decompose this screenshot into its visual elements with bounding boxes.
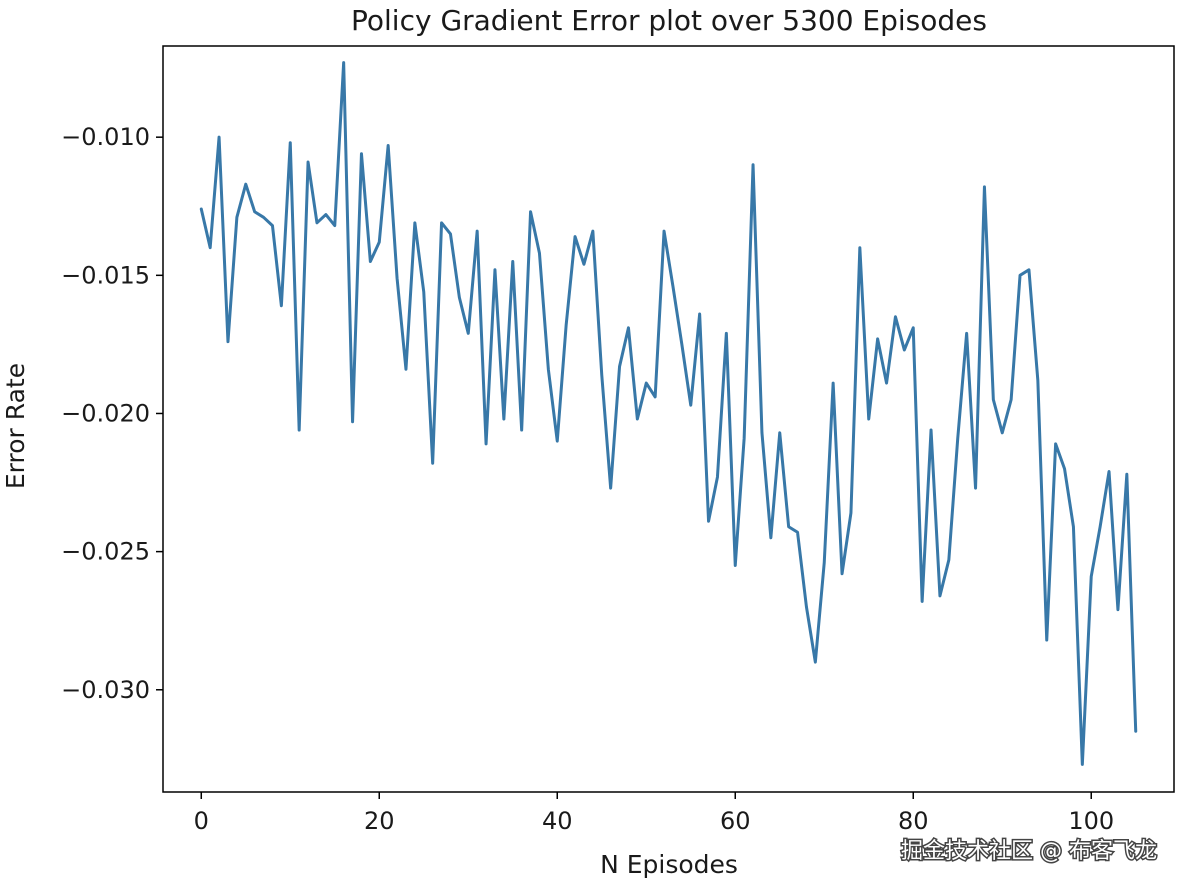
x-tick-label: 20 [364, 807, 395, 835]
y-axis: −0.030 −0.025 −0.020 −0.015 −0.010 [61, 123, 163, 704]
plot-area [162, 45, 1175, 793]
x-tick-label: 60 [720, 807, 751, 835]
x-tick-label: 40 [542, 807, 573, 835]
y-tick-label: −0.025 [61, 538, 150, 566]
watermark: 掘金技术社区 @ 布客飞龙 [901, 839, 1157, 864]
chart-title: Policy Gradient Error plot over 5300 Epi… [351, 4, 987, 37]
x-tick-label: 100 [1068, 807, 1114, 835]
axes-frame [162, 45, 1175, 793]
x-axis-label: N Episodes [600, 850, 738, 879]
x-axis: 0 20 40 60 80 100 [194, 792, 1114, 835]
y-tick-label: −0.030 [61, 676, 150, 704]
y-tick-label: −0.015 [61, 261, 150, 289]
x-tick-label: 0 [194, 807, 209, 835]
y-axis-label: Error Rate [1, 363, 30, 489]
series-line-0 [199, 61, 1138, 766]
x-tick-label: 80 [898, 807, 929, 835]
y-tick-label: −0.020 [61, 399, 150, 427]
y-tick-label: −0.010 [61, 123, 150, 151]
